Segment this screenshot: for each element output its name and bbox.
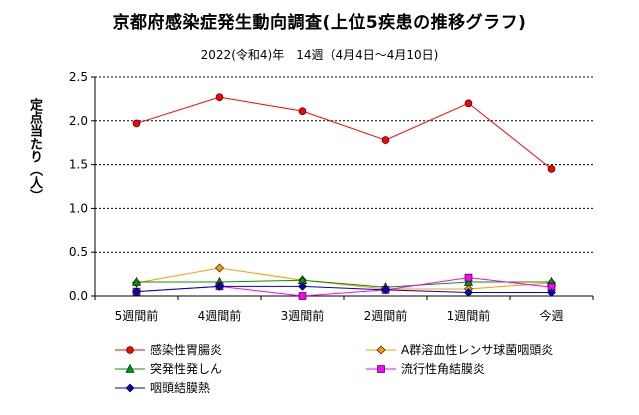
x-tick-label: 今週 [539,308,563,323]
legend-label: 咽頭結膜熱 [150,381,210,395]
y-tick-label: 2.5 [69,70,88,84]
legend-item: 咽頭結膜熱 [115,381,210,395]
legend-item: 突発性発しん [115,361,222,376]
x-tick-label: 5週間前 [115,308,159,323]
data-point [132,287,141,297]
legend-item: 流行性角結膜炎 [366,362,485,376]
series-line [136,267,552,290]
series-2 [132,263,556,294]
data-point [298,107,307,115]
data-point [381,136,390,144]
data-point [215,93,224,101]
legend-marker [377,365,385,373]
y-axis-label: 定点当たり（人） [27,98,42,202]
data-point [381,285,390,295]
legend-label: A群溶血性レンサ球菌咽頭炎 [401,342,553,357]
x-tick-label: 3週間前 [281,308,325,323]
y-tick-label: 0.0 [69,289,88,303]
legend-marker [376,345,386,355]
series-1 [132,93,556,173]
series-line [136,277,552,297]
data-point [298,292,307,300]
series-line [136,96,552,170]
legend-label: 感染性胃腸炎 [150,342,222,357]
x-tick-label: 4週間前 [198,308,242,323]
data-point [464,273,473,282]
legend-label: 流行性角結膜炎 [401,362,485,376]
data-point [464,288,473,297]
data-point [215,263,224,273]
data-point [298,281,307,291]
x-tick-label: 1週間前 [447,308,491,323]
y-tick-labels: 0.0 0.5 1.0 1.5 2.0 2.5 [69,70,88,303]
series-line [136,285,552,293]
series-5 [132,281,556,297]
legend-item: A群溶血性レンサ球菌咽頭炎 [366,342,553,357]
data-point [547,288,556,297]
y-tick-label: 2.0 [69,114,88,128]
legend-marker [125,363,135,373]
legend-item: 感染性胃腸炎 [115,342,222,357]
series-line [136,279,552,288]
y-tick-label: 1.5 [69,158,88,172]
y-tick-label: 0.5 [69,245,88,259]
legend-label: 突発性発しん [150,361,222,376]
chart-title: 京都府感染症発生動向調査(上位5疾患の推移グラフ) [112,13,527,33]
legend-marker [125,383,135,393]
data-point [464,276,473,286]
legend-marker [126,346,134,354]
x-tick-labels: 5週間前 4週間前 3週間前 2週間前 1週間前 今週 [115,308,564,323]
data-point [464,99,473,108]
gridlines [95,76,593,253]
series-lines [132,93,556,300]
data-point [132,276,141,286]
chart-subtitle: 2022(令和4)年 14週（4月4日～4月10日) [200,48,439,62]
data-point [132,119,141,128]
data-point [215,281,224,291]
x-tick-label: 2週間前 [364,308,408,323]
data-point [547,165,556,173]
y-tick-label: 1.0 [69,201,88,215]
axes [91,76,594,300]
